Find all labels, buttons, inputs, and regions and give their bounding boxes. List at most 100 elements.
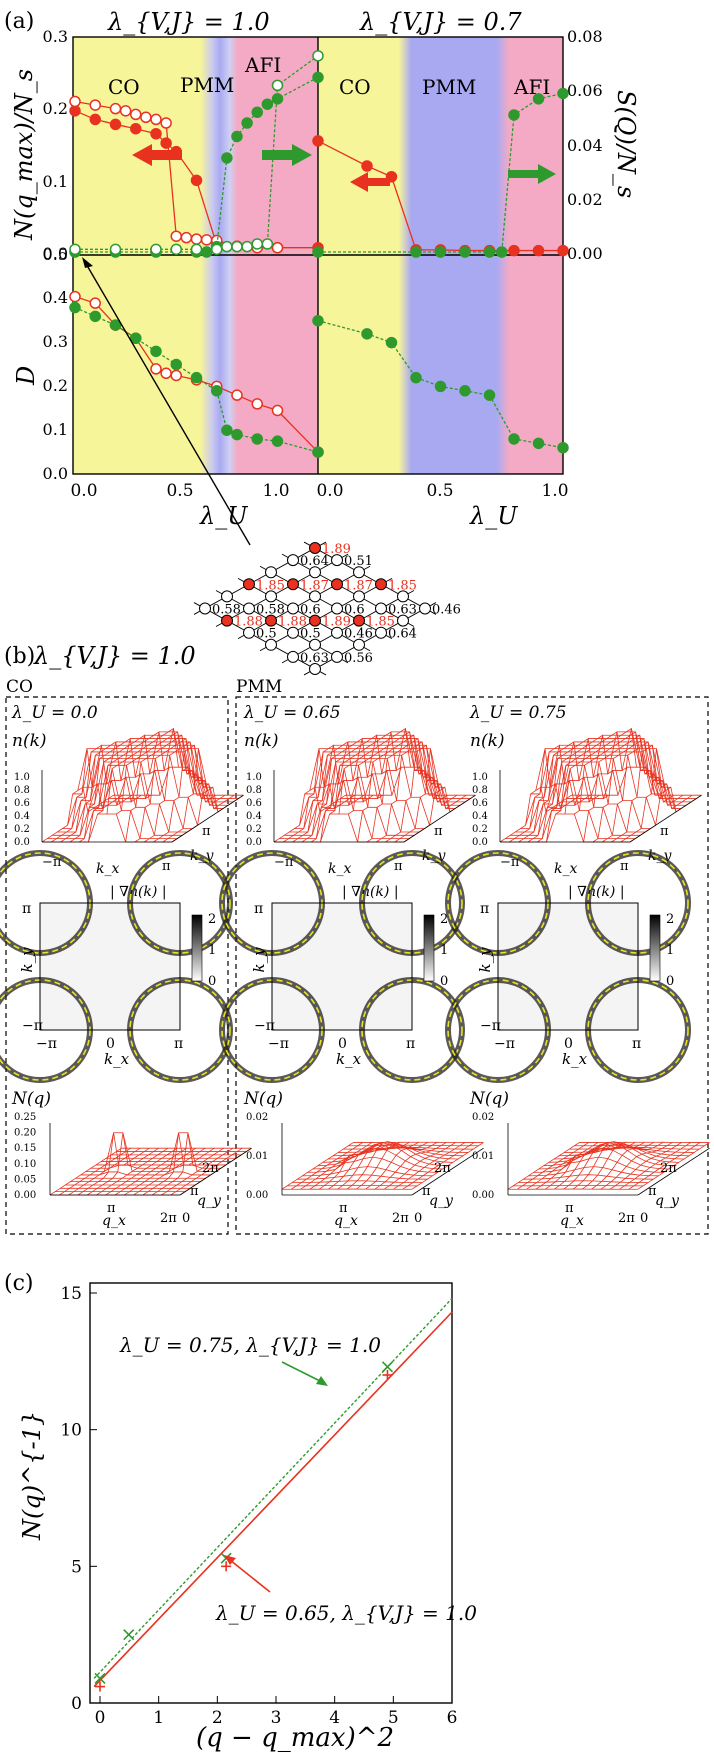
data-point-green xyxy=(94,1672,106,1684)
data-point xyxy=(251,106,263,118)
lattice-value-red: 1.85 xyxy=(388,578,417,593)
lattice-value-red: 1.85 xyxy=(256,578,285,593)
colorbar-tick: 1 xyxy=(666,943,674,958)
panel-a: (a) λ_{V,J} = 1.0 λ_{V,J} = 0.7 CO PMM A… xyxy=(4,8,640,546)
surface-line xyxy=(561,731,692,803)
x-tick-label: 2 xyxy=(212,1708,223,1728)
nq-tick-label: 0.15 xyxy=(14,1143,36,1154)
nk-tick-label: 0.8 xyxy=(472,785,488,796)
surface-line xyxy=(566,728,697,799)
nk-tick-label: 0.2 xyxy=(246,824,262,835)
surface-line xyxy=(559,1146,690,1157)
series-line xyxy=(317,140,563,252)
lattice-site-red xyxy=(309,614,321,627)
surface-line xyxy=(551,738,682,809)
nk-tick-label: 0.2 xyxy=(14,824,30,835)
lattice-value-white: 0.46 xyxy=(432,603,461,618)
surface-line xyxy=(571,766,702,796)
lattice-value-red: 1.88 xyxy=(234,615,263,630)
lattice-site-white xyxy=(199,602,211,615)
data-point xyxy=(361,160,373,172)
data-point xyxy=(89,99,101,111)
green-arrow-left xyxy=(262,144,312,166)
nk-tick-label: 0.4 xyxy=(472,811,488,822)
lattice-site-red xyxy=(243,578,255,591)
panel-a-series xyxy=(69,50,569,458)
group-pmm-box xyxy=(235,696,709,1235)
data-point xyxy=(221,152,233,164)
lattice-line xyxy=(303,602,437,676)
surface-line xyxy=(317,1142,448,1167)
surface-line xyxy=(637,1142,710,1190)
group-co-label: CO xyxy=(6,677,33,697)
grad-map xyxy=(271,902,413,1031)
grad-x-tick: 0 xyxy=(106,1036,115,1052)
lattice-site-white xyxy=(375,602,387,615)
surface-line xyxy=(125,734,198,843)
column-lambda-label: λ_U = 0.75 xyxy=(469,703,567,723)
data-point xyxy=(89,113,101,126)
tick-label: 0.5 xyxy=(426,481,453,501)
surface-line xyxy=(327,1143,458,1160)
grad-kx-label: k_x xyxy=(562,1050,588,1068)
annotation-green-arrow xyxy=(281,1361,323,1383)
nq-tick-label: 0.10 xyxy=(14,1159,36,1170)
nq-axis-tick: π xyxy=(565,1201,574,1216)
x-tick-label: 6 xyxy=(447,1708,458,1728)
lattice-site-white xyxy=(265,566,277,579)
lattice-line xyxy=(281,590,415,664)
nk-tick-label: 0.8 xyxy=(246,785,262,796)
surface-line xyxy=(357,734,430,843)
lattice-site-white xyxy=(309,566,321,579)
nk-tick-label: 1.0 xyxy=(472,772,488,783)
tick-label: 0.02 xyxy=(567,190,603,209)
grad-y-tick: π xyxy=(480,901,489,917)
surface-line xyxy=(90,1164,221,1169)
data-point xyxy=(261,238,274,250)
lattice-line xyxy=(303,541,437,615)
x-tick-label: 1 xyxy=(153,1708,164,1728)
surface-line xyxy=(553,1143,684,1160)
data-point xyxy=(557,244,569,257)
nk-tick-label: 0.6 xyxy=(246,798,262,809)
data-point xyxy=(557,441,569,454)
data-point xyxy=(312,71,324,84)
data-point xyxy=(89,310,101,323)
annotation-green-arrowhead xyxy=(316,1376,328,1386)
surface-line xyxy=(574,731,647,815)
surface-line xyxy=(310,737,383,843)
lattice-site-white xyxy=(243,626,255,639)
nq-axis-tick: 0 xyxy=(640,1211,648,1226)
surface-line xyxy=(600,1142,673,1190)
surface-line xyxy=(333,1146,464,1157)
lattice-diagram: 1.890.641.850.580.511.870.581.881.870.61… xyxy=(193,541,461,676)
colorbar-tick: 2 xyxy=(666,912,674,927)
y2-axis-label: S(Q)/N_s xyxy=(612,90,640,198)
surface-line xyxy=(170,1147,243,1196)
lattice-site-white xyxy=(287,626,299,639)
nq-tick-label: 0.02 xyxy=(246,1112,268,1123)
nq-tick-label: 0.00 xyxy=(14,1190,36,1201)
lattice-site-white xyxy=(419,602,431,615)
axis-line xyxy=(171,794,244,843)
data-point xyxy=(251,238,263,250)
surface-line xyxy=(151,1132,224,1196)
data-point xyxy=(69,105,81,117)
tick-label: 0.3 xyxy=(43,27,68,46)
data-point xyxy=(150,113,162,126)
surface-line xyxy=(343,1146,474,1150)
data-point xyxy=(190,233,203,245)
data-point xyxy=(532,437,545,450)
nq-axis-tick: π xyxy=(648,1184,657,1199)
x-tick-label: 3 xyxy=(271,1708,282,1728)
group-pmm-label: PMM xyxy=(236,677,282,697)
data-point xyxy=(150,243,162,256)
tick-label: 0.06 xyxy=(567,81,603,100)
nq-axis-tick: π xyxy=(422,1184,431,1199)
grad-ky-label: k_y xyxy=(250,947,268,973)
annotation-red-arrowhead xyxy=(224,1555,236,1565)
pointer-arrow xyxy=(84,261,251,546)
data-point-green xyxy=(123,1629,135,1641)
panel-c-xlabel: (q − q_max)^2 xyxy=(196,1723,394,1753)
data-point xyxy=(69,290,81,303)
